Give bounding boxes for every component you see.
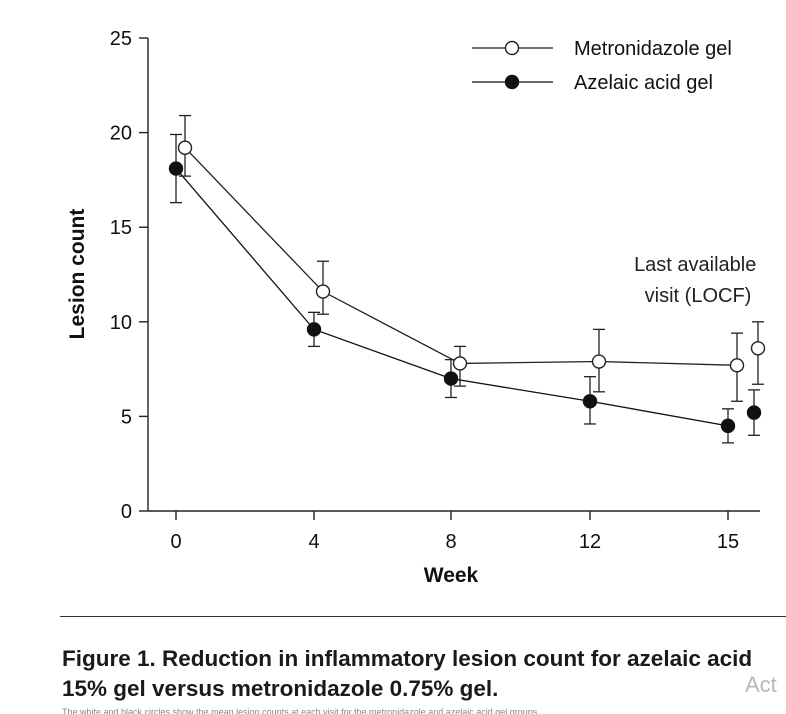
chart-ticks: 0 5 10 15 20 25 0 4 8 12 15 (110, 28, 739, 553)
lesion-count-chart: 0 5 10 15 20 25 0 4 8 12 15 Metronidazole gel Azela… (66, 28, 766, 587)
data-point-metronidazole (315, 284, 331, 299)
y-tick-label: 5 (121, 406, 132, 428)
y-tick-label: 25 (110, 28, 132, 50)
legend-open-circle-icon (504, 40, 520, 56)
data-point-azelaic (306, 322, 322, 337)
data-markers (168, 140, 766, 434)
x-tick-label: 8 (445, 531, 456, 553)
chart-axes (147, 38, 760, 512)
legend-filled-circle-icon (504, 74, 520, 90)
data-point-metronidazole (591, 354, 607, 369)
data-point-azelaic (720, 418, 736, 434)
chart-legend: Metronidazole gel Azelaic acid gel (472, 38, 732, 94)
y-tick-label: 10 (110, 312, 132, 334)
figure-caption: Figure 1. Reduction in inflammatory lesi… (62, 646, 753, 701)
data-point-azelaic (443, 371, 459, 386)
locf-note-line-2: visit (LOCF) (645, 285, 752, 307)
y-tick-label: 0 (121, 501, 132, 523)
locf-note: Last available visit (LOCF) (634, 254, 762, 307)
locf-note-line-1: Last available (634, 254, 756, 276)
x-tick-label: 12 (579, 531, 601, 553)
legend-label: Metronidazole gel (574, 38, 732, 60)
data-point-metronidazole (729, 358, 745, 373)
data-point-metronidazole (750, 341, 766, 356)
error-bars (170, 114, 764, 444)
data-point-metronidazole (177, 140, 193, 155)
watermark-text: Act (745, 672, 777, 697)
caption-divider (60, 616, 786, 617)
x-tick-label: 4 (308, 531, 319, 553)
y-tick-label: 20 (110, 123, 132, 145)
y-tick-label: 15 (110, 217, 132, 239)
x-tick-label: 0 (170, 531, 181, 553)
data-point-azelaic (168, 161, 184, 176)
x-axis-label: Week (424, 564, 479, 587)
legend-label: Azelaic acid gel (574, 72, 713, 94)
data-point-azelaic (746, 405, 762, 420)
y-axis-label: Lesion count (66, 209, 89, 340)
data-point-azelaic (582, 394, 598, 409)
figure-smallprint: The white and black circles show the mea… (62, 707, 540, 714)
data-point-metronidazole (452, 356, 468, 371)
x-tick-label: 15 (717, 531, 739, 553)
